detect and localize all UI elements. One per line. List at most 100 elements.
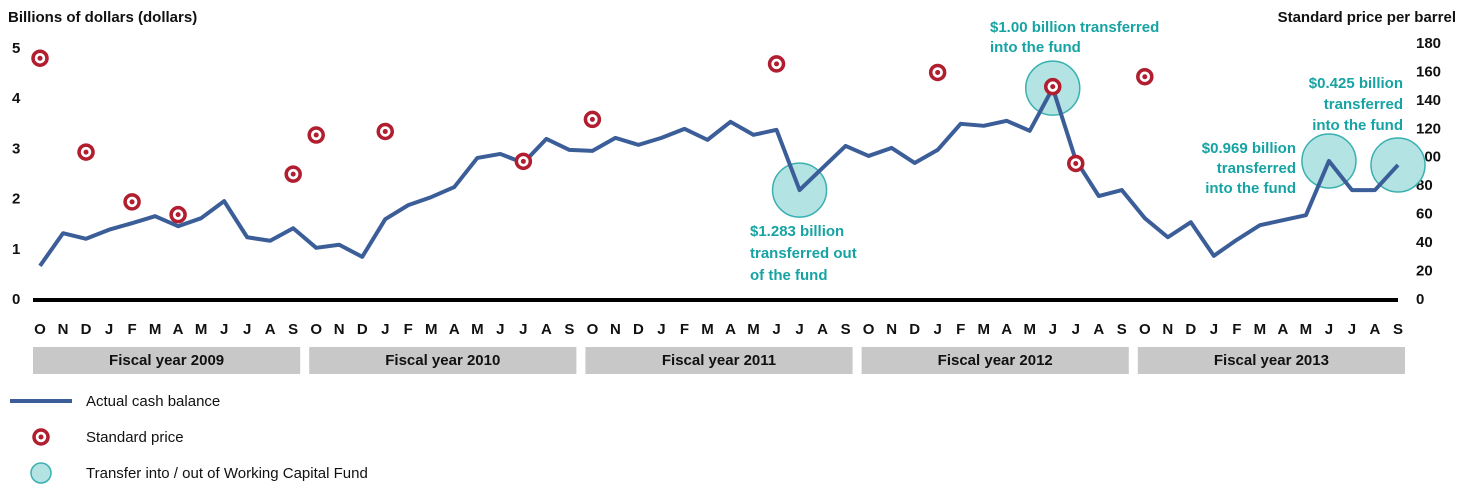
x-tick-label: J [381,321,389,338]
standard-price-dot [290,171,296,177]
x-tick-label: D [357,321,368,338]
fiscal-year-band [309,347,577,374]
x-tick-label: D [909,321,920,338]
y-tick-label: 3 [12,140,20,157]
x-tick-label: S [288,321,298,338]
x-tick-label: J [243,321,251,338]
x-tick-label: A [1093,321,1104,338]
legend-marker-dot [38,434,44,440]
x-tick-label: D [633,321,644,338]
x-tick-label: M [471,321,484,338]
x-tick-label: M [977,321,990,338]
fiscal-year-label: Fiscal year 2010 [385,352,500,369]
x-tick-label: J [795,321,803,338]
x-tick-label: J [933,321,941,338]
legend-label: Actual cash balance [86,393,220,410]
x-tick-label: O [34,321,46,338]
annotation: into the fund [990,39,1081,56]
y-axis-label: Billions of dollars (dollars) [8,9,197,26]
x-tick-label: A [725,321,736,338]
x-tick-label: M [1254,321,1267,338]
standard-price-dot [520,158,526,164]
x-tick-label: S [841,321,851,338]
legend-label: Transfer into / out of Working Capital F… [86,465,368,482]
standard-price-dot [1073,160,1079,166]
x-tick-label: F [956,321,965,338]
x-tick-label: N [610,321,621,338]
x-tick-label: S [1117,321,1127,338]
standard-price-dot [589,116,595,122]
x-tick-label: F [1232,321,1241,338]
x-tick-label: J [105,321,113,338]
legend-label: Standard price [86,429,184,446]
x-tick-label: S [564,321,574,338]
x-tick-label: A [1277,321,1288,338]
standard-price-dot [37,55,43,61]
x-tick-label: A [173,321,184,338]
x-tick-label: N [58,321,69,338]
standard-price-dot [175,212,181,218]
x-tick-label: J [1049,321,1057,338]
y2-tick-label: 140 [1416,92,1441,109]
x-tick-label: J [772,321,780,338]
x-tick-label: O [587,321,599,338]
fiscal-year-band [1137,347,1405,374]
y-tick-label: 2 [12,191,20,208]
fiscal-year-label: Fiscal year 2009 [109,352,224,369]
x-tick-label: M [747,321,760,338]
x-tick-label: M [149,321,162,338]
fiscal-year-label: Fiscal year 2011 [662,352,776,369]
standard-price-dot [1142,74,1148,80]
annotation: into the fund [1312,117,1403,134]
y2-tick-label: 0 [1416,291,1424,308]
x-tick-label: J [1072,321,1080,338]
annotation: $1.283 billion [750,223,844,240]
y-tick-label: 1 [12,241,20,258]
annotation: transferred out [750,245,857,262]
annotation: $0.425 billion [1309,75,1403,92]
standard-price-dot [83,149,89,155]
x-tick-label: O [863,321,875,338]
x-tick-label: D [1185,321,1196,338]
x-tick-label: M [195,321,208,338]
x-tick-label: F [404,321,413,338]
legend-transfer [30,462,52,484]
y2-tick-label: 160 [1416,63,1441,80]
x-tick-label: J [496,321,504,338]
fiscal-year-band [33,347,301,374]
x-tick-label: A [541,321,552,338]
annotation: $0.969 billion [1202,140,1296,157]
standard-price-dot [1050,84,1056,90]
x-tick-label: M [701,321,714,338]
annotation: of the fund [750,267,827,284]
x-tick-label: O [310,321,322,338]
x-tick-label: M [1300,321,1313,338]
annotation: into the fund [1205,180,1296,197]
y2-tick-label: 120 [1416,120,1441,137]
annotation: transferred [1217,160,1296,177]
y2-axis-label: Standard price per barrel [1278,9,1456,26]
x-tick-label: J [220,321,228,338]
standard-price-dot [313,132,319,138]
x-tick-label: J [1348,321,1356,338]
annotation: transferred [1324,96,1403,113]
standard-price-dot [935,69,941,75]
fiscal-year-band [861,347,1129,374]
x-tick-label: N [1162,321,1173,338]
x-tick-label: F [680,321,689,338]
x-tick-label: J [1325,321,1333,338]
x-tick-label: N [334,321,345,338]
cash-balance-line [38,86,1400,268]
standard-price-dot [382,128,388,134]
x-tick-label: A [1370,321,1381,338]
standard-price-dot [129,199,135,205]
x-tick-label: M [425,321,438,338]
x-tick-label: N [886,321,897,338]
x-tick-label: S [1393,321,1403,338]
x-tick-label: O [1139,321,1151,338]
x-tick-label: J [519,321,527,338]
x-tick-label: J [657,321,665,338]
annotation: $1.00 billion transferred [990,19,1159,36]
x-tick-label: M [1023,321,1036,338]
